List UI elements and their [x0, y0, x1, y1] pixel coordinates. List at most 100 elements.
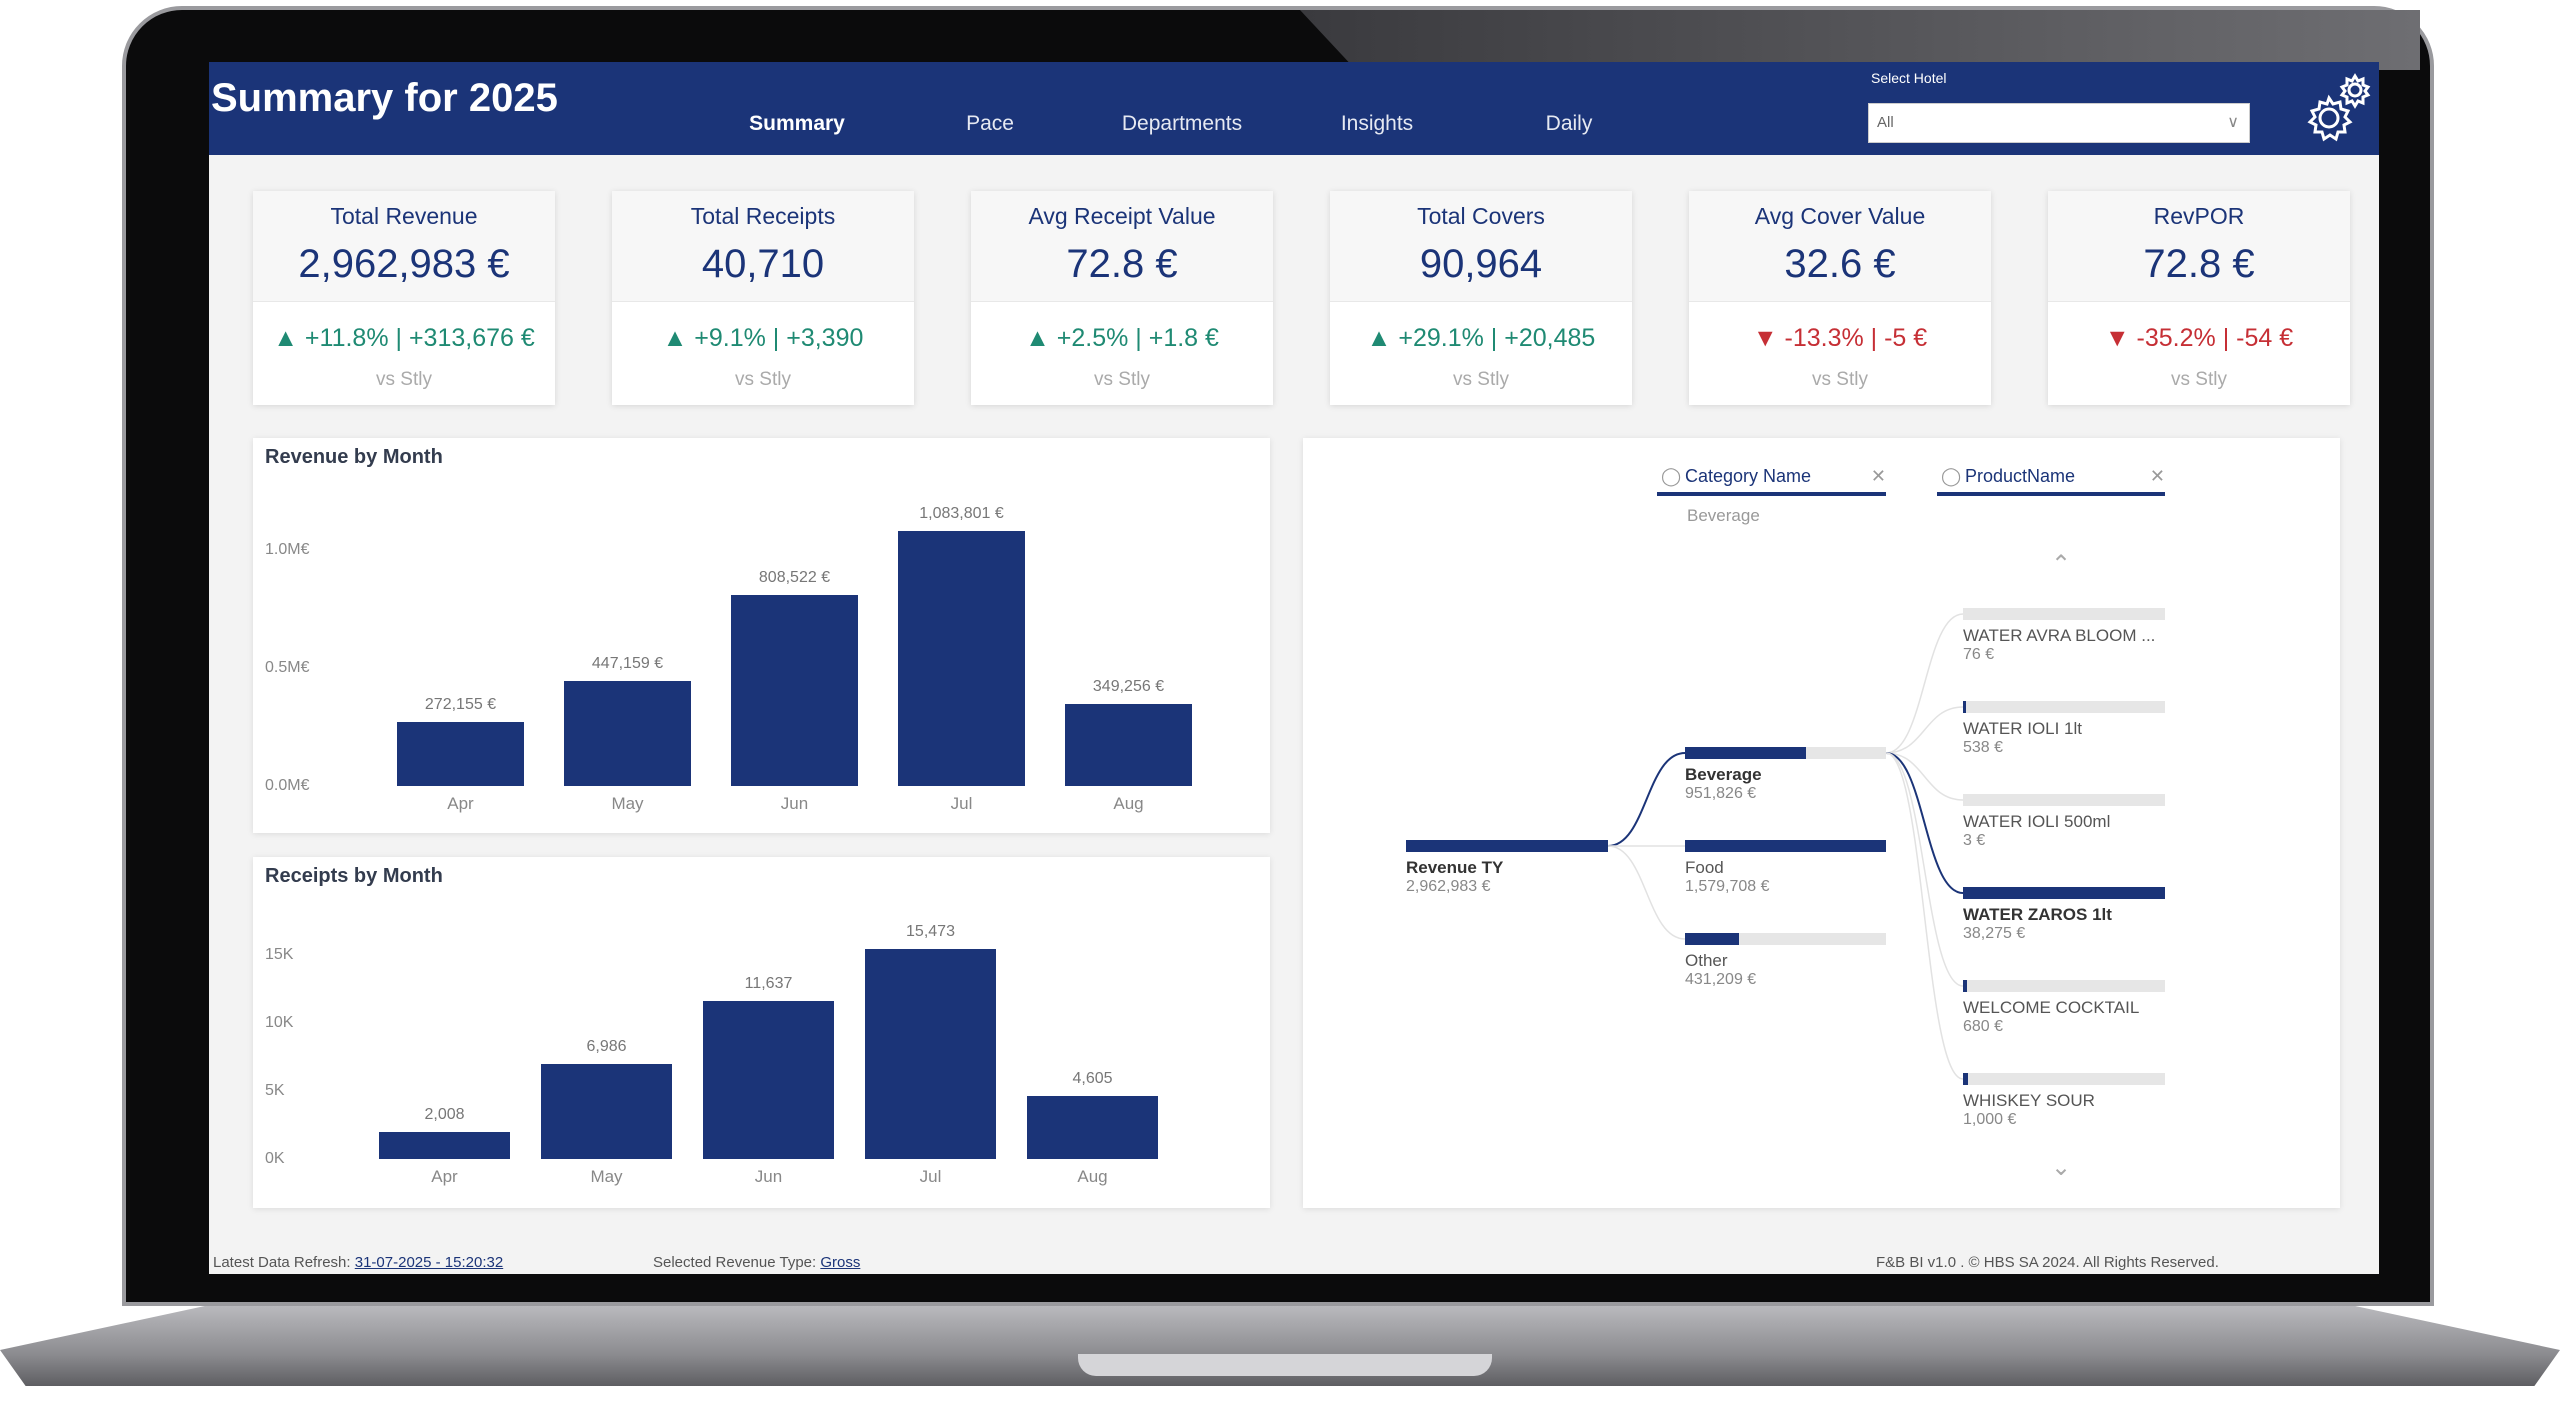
kpi-title: Avg Cover Value [1754, 203, 1926, 229]
node-value: 431,209 € [1685, 971, 1757, 988]
decomposition-tree: ◯ Category Name ✕ Beverage ◯ ProductName ✕ ⌃… [1303, 438, 2340, 1208]
node-fill [1963, 887, 2165, 899]
kpi-delta: ▲ +2.5% | +1.8 € [1025, 324, 1219, 352]
x-tick-label: Jul [919, 1167, 942, 1186]
tab-summary[interactable]: Summary [749, 112, 845, 135]
scroll-down-chevron-icon[interactable]: ⌄ [2051, 1154, 2072, 1181]
kpi-comparison: vs Stly [1812, 369, 1868, 390]
node-bar [1406, 840, 1608, 852]
select-hotel-dropdown[interactable]: All ∨ [1868, 103, 2250, 143]
node-product[interactable]: WATER IOLI 500ml 3 € [1963, 794, 2165, 850]
kpi-card: Total Covers 90,964 ▲ +29.1% | +20,485 vs S… [1330, 191, 1632, 405]
kpi-delta: ▲ +11.8% | +313,676 € [273, 324, 535, 352]
data-label: 808,522 € [758, 569, 831, 587]
scroll-up-chevron-icon[interactable]: ⌃ [2051, 551, 2072, 578]
bar-apr[interactable] [379, 1131, 510, 1159]
data-label: 15,473 [906, 922, 955, 940]
level-header-category[interactable]: ◯ Category Name ✕ [1657, 466, 1886, 496]
node-fill [1685, 840, 1886, 852]
data-label: 272,155 € [424, 695, 497, 713]
chart-title: Revenue by Month [265, 446, 443, 468]
revenue-type-value[interactable]: Gross [820, 1254, 861, 1271]
bar-aug[interactable] [1065, 703, 1192, 786]
node-bar [1963, 887, 2165, 899]
x-tick-label: May [611, 794, 644, 813]
node-fill [1963, 701, 1967, 713]
connector [1885, 752, 1964, 894]
x-tick-label: Jul [950, 794, 973, 813]
node-category[interactable]: Beverage 951,826 € [1685, 747, 1886, 803]
node-bar [1685, 933, 1886, 945]
node-category[interactable]: Other 431,209 € [1685, 933, 1886, 989]
revenue-type-label: Selected Revenue Type: [653, 1254, 817, 1271]
refresh-value: 31-07-2025 - 15:20:32 [354, 1254, 504, 1271]
node-bar [1685, 747, 1886, 759]
bar-may[interactable] [541, 1064, 672, 1159]
node-label: WATER IOLI 500ml [1963, 812, 2111, 831]
kpi-delta: ▼ -35.2% | -54 € [2104, 324, 2294, 352]
node-product[interactable]: WATER AVRA BLOOM ... 76 € [1963, 608, 2165, 664]
node-label: WELCOME COCKTAIL [1963, 998, 2140, 1017]
node-product[interactable]: WELCOME COCKTAIL 680 € [1963, 980, 2165, 1036]
connector [1885, 613, 1964, 754]
revenue-type-info: Selected Revenue Type: Gross [653, 1254, 860, 1271]
gear-icon[interactable] [2303, 68, 2375, 148]
kpi-value: 72.8 € [1066, 242, 1178, 286]
kpi-title: Total Receipts [690, 203, 836, 229]
node-product[interactable]: WHISKEY SOUR 1,000 € [1963, 1073, 2165, 1129]
bar-jul[interactable] [898, 530, 1025, 786]
header: Summary for 2025 Summary Pace Department… [209, 62, 2379, 155]
level-selected: Beverage [1687, 506, 1760, 525]
level-label: ProductName [1965, 466, 2076, 486]
bar-apr[interactable] [397, 721, 524, 786]
node-value: 2,962,983 € [1406, 878, 1491, 895]
node-label: WHISKEY SOUR [1963, 1091, 2095, 1110]
tab-daily[interactable]: Daily [1545, 112, 1593, 135]
close-icon[interactable]: ✕ [1870, 466, 1886, 486]
connector [1885, 752, 1964, 1080]
level-header-product[interactable]: ◯ ProductName ✕ [1937, 466, 2165, 496]
bar-jun[interactable] [703, 1001, 834, 1159]
close-icon[interactable]: ✕ [2149, 466, 2165, 486]
node-bar [1963, 980, 2165, 992]
tab-insights[interactable]: Insights [1340, 112, 1414, 135]
kpi-title: Avg Receipt Value [1028, 203, 1216, 229]
bar-jun[interactable] [731, 595, 858, 786]
kpi-title: Total Covers [1417, 203, 1545, 229]
data-label: 6,986 [586, 1038, 627, 1056]
y-tick-label: 15K [265, 946, 294, 964]
x-tick-label: Apr [431, 1167, 458, 1186]
bar-may[interactable] [564, 680, 691, 786]
tree-connectors [1607, 613, 1964, 1080]
connector [1607, 845, 1686, 940]
data-label: 349,256 € [1092, 677, 1165, 695]
kpi-title: RevPOR [2153, 203, 2245, 229]
node-value: 1,579,708 € [1685, 878, 1770, 895]
node-root[interactable]: Revenue TY 2,962,983 € [1406, 840, 1608, 896]
data-label: 4,605 [1072, 1070, 1113, 1088]
tab-pace[interactable]: Pace [966, 112, 1014, 135]
tab-departments[interactable]: Departments [1121, 112, 1243, 135]
node-category[interactable]: Food 1,579,708 € [1685, 840, 1886, 896]
receipts-by-month-chart: Receipts by Month 0K 5K 10K 15K 2,008 Apr 6,98… [253, 857, 1270, 1208]
node-label: Food [1685, 858, 1724, 877]
chart-title: Receipts by Month [265, 865, 443, 887]
data-label: 1,083,801 € [919, 504, 1004, 522]
kpi-title: Total Revenue [330, 203, 478, 229]
y-tick-label: 5K [265, 1082, 285, 1100]
node-product[interactable]: WATER IOLI 1lt 538 € [1963, 701, 2165, 757]
node-value: 1,000 € [1963, 1111, 2017, 1128]
node-label: Other [1685, 951, 1728, 970]
level-label: Category Name [1685, 466, 1812, 486]
kpi-card: Total Revenue 2,962,983 € ▲ +11.8% | +313,… [253, 191, 555, 405]
bar-jul[interactable] [865, 948, 996, 1159]
node-product[interactable]: WATER ZAROS 1lt 38,275 € [1963, 887, 2165, 943]
x-tick-label: Jun [754, 1167, 783, 1186]
kpi-comparison: vs Stly [1453, 369, 1509, 390]
bar-aug[interactable] [1027, 1096, 1158, 1159]
connector [1607, 752, 1686, 847]
kpi-delta: ▲ +29.1% | +20,485 [1366, 324, 1596, 352]
kpi-card: Avg Receipt Value 72.8 € ▲ +2.5% | +1.8 € v… [971, 191, 1273, 405]
laptop-notch [1078, 1354, 1492, 1376]
copyright: F&B BI v1.0 . © HBS SA 2024. All Rights … [1876, 1254, 2219, 1271]
